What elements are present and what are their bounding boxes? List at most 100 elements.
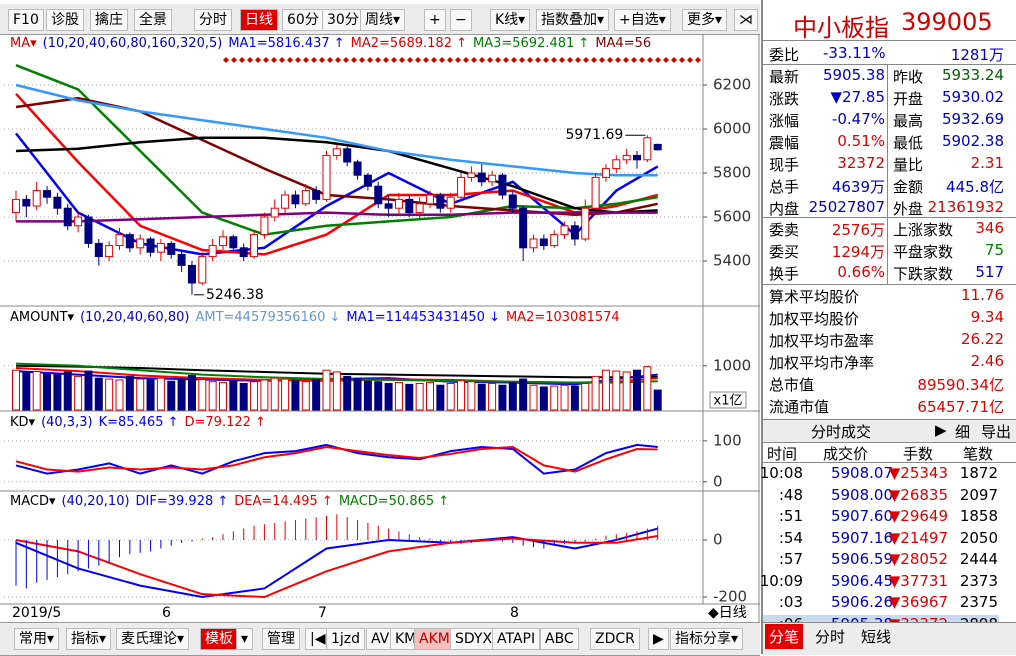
trade-price: 5907.60 (830, 507, 893, 525)
trade-time: :57 (778, 550, 803, 568)
marker-diamond (527, 57, 533, 63)
candle-body (156, 242, 165, 253)
toolbar-button[interactable]: 麦氏理论▾ (116, 628, 190, 650)
toolbar-button[interactable]: ATAPI (492, 628, 541, 650)
volume-bar (519, 378, 528, 411)
toolbar-button[interactable]: 60分 (282, 9, 324, 31)
tab[interactable]: 短线 (861, 628, 892, 646)
toolbar-button[interactable]: + (424, 9, 446, 31)
quote-value: 445.8亿 (946, 178, 1004, 196)
volume-bar (322, 369, 331, 411)
legend-item: DIF=39.928 ↑ (136, 494, 229, 509)
toolbar-button[interactable]: 指标分享▾ (670, 628, 744, 650)
toolbar-button[interactable]: SDYX (450, 628, 498, 650)
trade-volume: ▼37731 (888, 571, 948, 590)
toolbar-button[interactable]: ▾ (236, 628, 254, 650)
toolbar-button[interactable]: 更多▾ (682, 9, 728, 31)
toolbar-button[interactable]: K线▾ (490, 9, 531, 31)
panel-legend: AMOUNT▾ (10,20,40,60,80) AMT=44579356160 ↓… (10, 310, 620, 325)
volume-bar (363, 380, 372, 411)
volume-bar (32, 371, 41, 411)
toolbar-button[interactable]: 30分 (322, 9, 364, 31)
toolbar-button[interactable]: 指标▾ (66, 628, 112, 650)
y-tick-label: 6000 (713, 120, 751, 138)
toolbar-button[interactable]: 擒庄 (90, 9, 128, 31)
toolbar-button[interactable]: − (450, 9, 472, 31)
quote-value: 21361932 (927, 198, 1004, 216)
toolbar-button[interactable]: ⋊ (734, 9, 758, 31)
marker-diamond (519, 57, 525, 63)
marker-diamond (463, 57, 469, 63)
indicator-line (15, 96, 658, 217)
candle-body (146, 238, 155, 253)
toolbar-button[interactable]: F10 (8, 9, 44, 31)
quote-value: -33.11% (823, 44, 886, 62)
tab[interactable]: 分时 (815, 628, 846, 646)
marker-diamond (263, 57, 269, 63)
marker-diamond (231, 57, 237, 63)
toolbar-button[interactable]: 诊股 (46, 9, 84, 31)
candle-body (270, 207, 279, 218)
indicator-line (15, 136, 658, 214)
volume-bar (353, 378, 362, 411)
candle-body (63, 207, 72, 227)
quote-label: 金额 (893, 178, 924, 196)
marker-diamond (695, 57, 701, 63)
trade-count: 2050 (959, 528, 998, 547)
trades-header: 笔数 (963, 445, 994, 463)
quote-label: 委买 (769, 243, 800, 261)
date-label: 2019/5 (12, 605, 61, 621)
toolbar-button[interactable]: 模板 (200, 628, 238, 650)
toolbar-button[interactable]: ZDCR (590, 628, 640, 650)
toolbar-button[interactable]: AV (366, 628, 395, 650)
volume-bar (653, 389, 662, 411)
toolbar-button[interactable]: 分时 (194, 9, 232, 31)
candle-body (260, 216, 269, 236)
quote-value: 4639万 (831, 178, 885, 196)
toolbar-button[interactable]: ABC (540, 628, 579, 650)
toolbar-button[interactable]: 指数叠加▾ (536, 9, 610, 31)
volume-bar (229, 380, 238, 411)
toolbar-button[interactable]: ▶ (648, 628, 669, 650)
candle-body (539, 238, 548, 247)
toolbar-button[interactable]: KM (390, 628, 422, 650)
marker-diamond (679, 57, 685, 63)
toolbar-button[interactable]: 全景 (134, 9, 172, 31)
toolbar-button[interactable]: AKM (414, 628, 455, 650)
candle-body (115, 234, 124, 247)
toolbar: F10 诊股 擒庄 全景 分时 日线 60分 30分 周线▾ + − K线▾ 指数叠加▾ +自选▾ 更多▾ ⋊ (0, 4, 760, 35)
toolbar-button[interactable]: 管理 (262, 628, 300, 650)
y-tick-label: 5800 (713, 164, 751, 182)
quote-label: 最高 (893, 112, 924, 130)
toolbar-button[interactable]: 1jzd (326, 628, 366, 650)
marker-diamond (631, 57, 637, 63)
volume-bar (591, 375, 600, 411)
stat-value: 2.46 (970, 352, 1004, 370)
trade-volume: ▼26835 (888, 485, 948, 504)
marker-diamond (479, 57, 485, 63)
toolbar-button[interactable]: 日线 (240, 9, 278, 31)
candle-body (301, 190, 310, 205)
tabs-bar (763, 622, 1016, 655)
candle-body (457, 176, 466, 198)
toolbar-button[interactable]: 周线▾ (360, 9, 406, 31)
marker-diamond (583, 57, 589, 63)
y-tick-label: 0 (713, 472, 723, 490)
unit-label: x1亿 (714, 394, 743, 409)
panel-legend: KD▾ (40,3,3) K=85.465 ↑ D=79.122 ↑ (10, 415, 266, 430)
tab[interactable]: 分笔 (765, 624, 804, 649)
marker-diamond (423, 57, 429, 63)
quote-label: 换手 (769, 265, 800, 283)
volume-bar (74, 375, 83, 411)
marker-diamond (247, 57, 253, 63)
toolbar-button[interactable]: 常用▾ (14, 628, 60, 650)
candle-body (177, 253, 186, 266)
indicator-line (16, 211, 658, 223)
marker-diamond (591, 57, 597, 63)
toolbar-button[interactable]: +自选▾ (614, 9, 671, 31)
y-tick-label: 5600 (713, 208, 751, 226)
volume-bar (374, 381, 383, 411)
trade-time: :54 (778, 528, 803, 547)
candle-body (591, 176, 600, 209)
stat-label: 算术平均股价 (769, 288, 860, 306)
